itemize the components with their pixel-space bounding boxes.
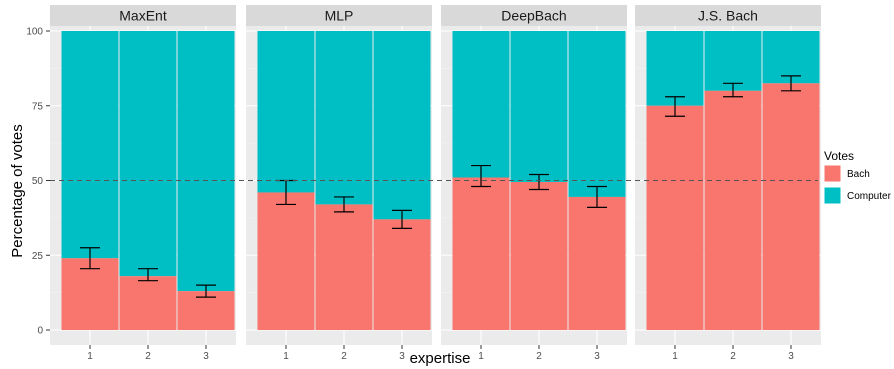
x-tick-label: 3 (594, 351, 600, 362)
y-tick-label: 100 (26, 27, 43, 38)
error-bar (392, 209, 412, 229)
bar-computer (568, 31, 626, 197)
error-bar (529, 173, 549, 191)
error-bar (723, 82, 743, 98)
x-tick-label: 3 (203, 351, 209, 362)
legend: Votes Bach Computer (823, 149, 892, 205)
x-tick-label: 1 (478, 351, 484, 362)
legend-key-computer (823, 186, 842, 205)
bar-bach (646, 105, 704, 330)
bar-bach (510, 181, 568, 330)
x-tick-label: 2 (536, 351, 542, 362)
error-bar (471, 164, 491, 188)
bar-bach (568, 196, 626, 330)
panel-title: DeepBach (501, 8, 566, 24)
bar-computer (373, 31, 431, 220)
error-bar (196, 284, 216, 298)
legend-label-bach: Bach (847, 169, 870, 180)
error-bar (781, 75, 801, 92)
panel-title: MLP (325, 8, 354, 24)
x-tick-label: 2 (145, 351, 151, 362)
bar-computer (510, 31, 568, 182)
bar-computer (762, 31, 820, 84)
bar-computer (646, 31, 704, 106)
panel-strip (50, 5, 236, 26)
legend-label-computer: Computer (847, 191, 892, 202)
y-tick-label: 50 (32, 176, 44, 187)
error-bar (587, 185, 607, 209)
x-axis-label: expertise (410, 350, 471, 367)
bar-computer (119, 31, 177, 277)
bar-computer (452, 31, 510, 178)
bar-bach (762, 83, 820, 330)
panel-strip (635, 5, 821, 26)
y-tick-label: 75 (32, 101, 44, 112)
bar-bach (373, 219, 431, 330)
panel-0: MaxEnt 1 2 3 (50, 5, 236, 362)
panel-strip (246, 5, 432, 26)
bar-bach (452, 177, 510, 330)
x-tick-label: 1 (283, 351, 289, 362)
y-axis: 0 25 50 75 100 (26, 27, 50, 337)
x-tick-label: 2 (341, 351, 347, 362)
bar-bach (119, 276, 177, 330)
y-tick-label: 25 (32, 251, 44, 262)
panel-1: MLP 1 2 3 (246, 5, 432, 362)
x-tick-label: 3 (788, 351, 794, 362)
x-tick-label: 1 (672, 351, 678, 362)
legend-title: Votes (824, 149, 854, 163)
bar-computer (61, 31, 119, 259)
bar-computer (177, 31, 235, 292)
y-axis-label: Percentage of votes (9, 124, 26, 257)
panels-group: MaxEnt 1 2 3 MLP 1 2 3 DeepBach 1 2 3 J.S. Bach 1 2 3 (50, 5, 821, 362)
panel-3: J.S. Bach 1 2 3 (635, 5, 821, 362)
bar-computer (704, 31, 762, 91)
legend-key-bach (823, 164, 842, 183)
bar-bach (257, 192, 315, 330)
error-bar (665, 96, 685, 117)
x-tick-label: 1 (87, 351, 93, 362)
error-bar (334, 196, 354, 213)
panel-strip (441, 5, 627, 26)
error-bar (80, 247, 100, 270)
panel-title: J.S. Bach (698, 8, 758, 24)
bar-bach (315, 204, 373, 330)
x-tick-label: 3 (399, 351, 405, 362)
x-tick-label: 2 (730, 351, 736, 362)
bar-bach (61, 258, 119, 330)
panel-title: MaxEnt (119, 8, 167, 24)
bar-bach (704, 90, 762, 330)
panel-2: DeepBach 1 2 3 (441, 5, 627, 362)
error-bar (138, 268, 158, 282)
bar-computer (257, 31, 315, 193)
y-tick-label: 0 (37, 326, 43, 337)
bar-computer (315, 31, 373, 205)
